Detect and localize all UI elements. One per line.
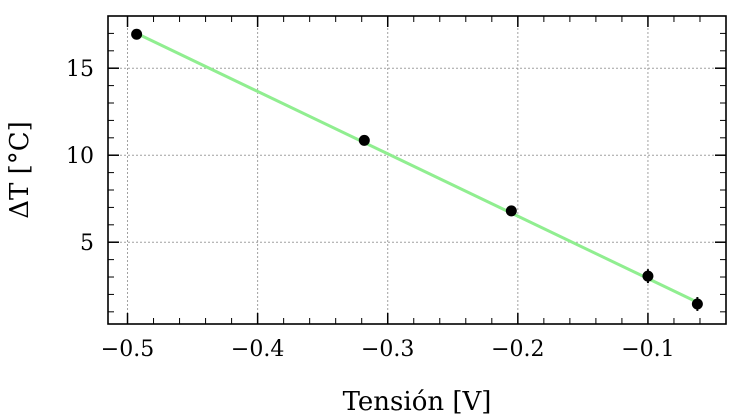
data-point [131, 28, 143, 40]
x-tick-label: −0.2 [491, 337, 544, 362]
data-point [642, 270, 654, 282]
x-tick-label: −0.5 [101, 337, 154, 362]
data-point [505, 205, 517, 217]
plot-frame [107, 15, 727, 325]
fit-line [135, 32, 699, 304]
x-tick-label: −0.4 [231, 337, 284, 362]
y-tick-label: 10 [66, 144, 94, 169]
y-axis-label: ΔT [°C] [5, 121, 35, 219]
fit-line-layer [135, 32, 699, 304]
x-tick-label: −0.1 [621, 337, 674, 362]
x-tick-labels: −0.5 −0.4 −0.3 −0.2 −0.1 [101, 337, 675, 362]
y-tick-labels: 5 10 15 [66, 57, 94, 256]
data-point [691, 298, 703, 310]
x-axis-label: Tensión [V] [343, 387, 492, 417]
y-tick-label: 15 [66, 57, 94, 82]
data-points-layer [131, 28, 703, 311]
data-point [358, 134, 370, 146]
grid [108, 16, 726, 324]
axis-ticks [108, 16, 727, 324]
x-tick-label: −0.3 [361, 337, 414, 362]
y-tick-label: 5 [80, 231, 94, 256]
